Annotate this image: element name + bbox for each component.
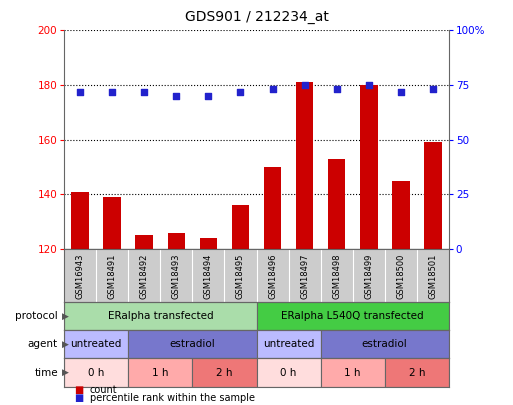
Bar <box>232 205 249 249</box>
Point <box>108 88 116 95</box>
Text: percentile rank within the sample: percentile rank within the sample <box>90 393 255 403</box>
Text: 2 h: 2 h <box>408 368 425 377</box>
Bar <box>104 197 121 249</box>
Point <box>204 93 212 99</box>
Bar <box>192 358 256 387</box>
Bar <box>392 181 409 249</box>
Text: ▶: ▶ <box>62 368 68 377</box>
Bar <box>200 238 217 249</box>
Text: GSM16943: GSM16943 <box>75 253 85 299</box>
Text: 2 h: 2 h <box>216 368 233 377</box>
Text: ▶: ▶ <box>62 311 68 320</box>
Bar <box>64 302 256 330</box>
Text: estradiol: estradiol <box>362 339 408 349</box>
Bar <box>128 330 256 358</box>
Bar <box>385 358 449 387</box>
Text: GSM18497: GSM18497 <box>300 253 309 299</box>
Bar <box>256 330 321 358</box>
Bar <box>264 167 281 249</box>
Bar <box>128 358 192 387</box>
Text: ■: ■ <box>74 393 84 403</box>
Text: GSM18500: GSM18500 <box>396 253 405 298</box>
Text: GSM18495: GSM18495 <box>236 253 245 298</box>
Text: ▶: ▶ <box>62 340 68 349</box>
Text: 0 h: 0 h <box>281 368 297 377</box>
Bar <box>328 159 345 249</box>
Point <box>429 86 437 93</box>
Text: agent: agent <box>28 339 58 349</box>
Bar <box>360 85 378 249</box>
Bar <box>256 358 321 387</box>
Text: GSM18496: GSM18496 <box>268 253 277 299</box>
Point <box>301 82 309 88</box>
Bar <box>168 232 185 249</box>
Text: count: count <box>90 385 117 395</box>
Point <box>365 82 373 88</box>
Point <box>268 86 277 93</box>
Point <box>397 88 405 95</box>
Text: ERalpha transfected: ERalpha transfected <box>108 311 213 321</box>
Bar <box>321 330 449 358</box>
Bar <box>321 358 385 387</box>
Point <box>172 93 181 99</box>
Bar <box>256 302 449 330</box>
Text: 1 h: 1 h <box>152 368 169 377</box>
Bar <box>71 192 89 249</box>
Text: GSM18494: GSM18494 <box>204 253 213 298</box>
Bar <box>135 235 153 249</box>
Bar <box>296 82 313 249</box>
Text: untreated: untreated <box>263 339 314 349</box>
Text: GSM18492: GSM18492 <box>140 253 149 298</box>
Point <box>332 86 341 93</box>
Text: GSM18491: GSM18491 <box>108 253 117 298</box>
Text: estradiol: estradiol <box>169 339 215 349</box>
Bar <box>424 143 442 249</box>
Bar <box>64 330 128 358</box>
Point <box>140 88 148 95</box>
Text: ERalpha L540Q transfected: ERalpha L540Q transfected <box>281 311 424 321</box>
Text: 1 h: 1 h <box>344 368 361 377</box>
Text: time: time <box>34 368 58 377</box>
Text: untreated: untreated <box>70 339 122 349</box>
Point <box>236 88 245 95</box>
Bar <box>64 358 128 387</box>
Text: 0 h: 0 h <box>88 368 104 377</box>
Point <box>76 88 84 95</box>
Text: GSM18499: GSM18499 <box>364 253 373 298</box>
Text: GSM18498: GSM18498 <box>332 253 341 299</box>
Text: GSM18493: GSM18493 <box>172 253 181 299</box>
Text: GDS901 / 212234_at: GDS901 / 212234_at <box>185 10 328 24</box>
Text: ■: ■ <box>74 385 84 395</box>
Text: GSM18501: GSM18501 <box>428 253 438 298</box>
Text: protocol: protocol <box>15 311 58 321</box>
